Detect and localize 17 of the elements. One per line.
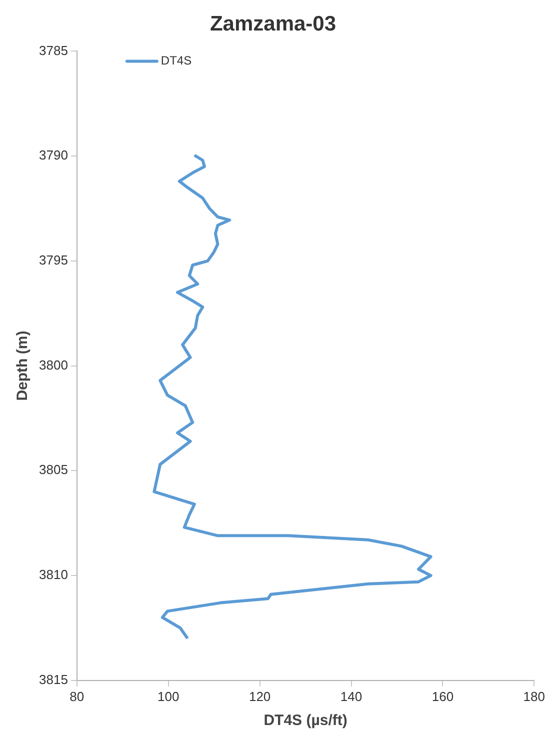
x-tick-label: 140	[340, 688, 362, 704]
x-tick-label: 100	[158, 688, 180, 704]
x-tick-label: 160	[432, 688, 454, 704]
x-tick-label: 80	[70, 688, 84, 704]
legend-label: DT4S	[160, 54, 192, 68]
y-tick-label: 3810	[39, 567, 68, 582]
y-axis-title: Depth (m)	[14, 330, 32, 401]
y-tick-label: 3790	[39, 148, 68, 163]
y-tick-label: 3805	[39, 462, 68, 478]
y-tick-label: 3815	[39, 672, 68, 687]
y-tick-label: 3795	[39, 252, 68, 268]
x-tick-label: 180	[523, 688, 546, 704]
y-tick-label: 3785	[39, 42, 68, 58]
y-tick-label: 3800	[39, 357, 68, 372]
x-tick-label: 120	[248, 688, 271, 704]
chart-title: Zamzama-03	[210, 12, 336, 36]
x-axis-title: DT4S (µs/ft)	[264, 712, 348, 730]
